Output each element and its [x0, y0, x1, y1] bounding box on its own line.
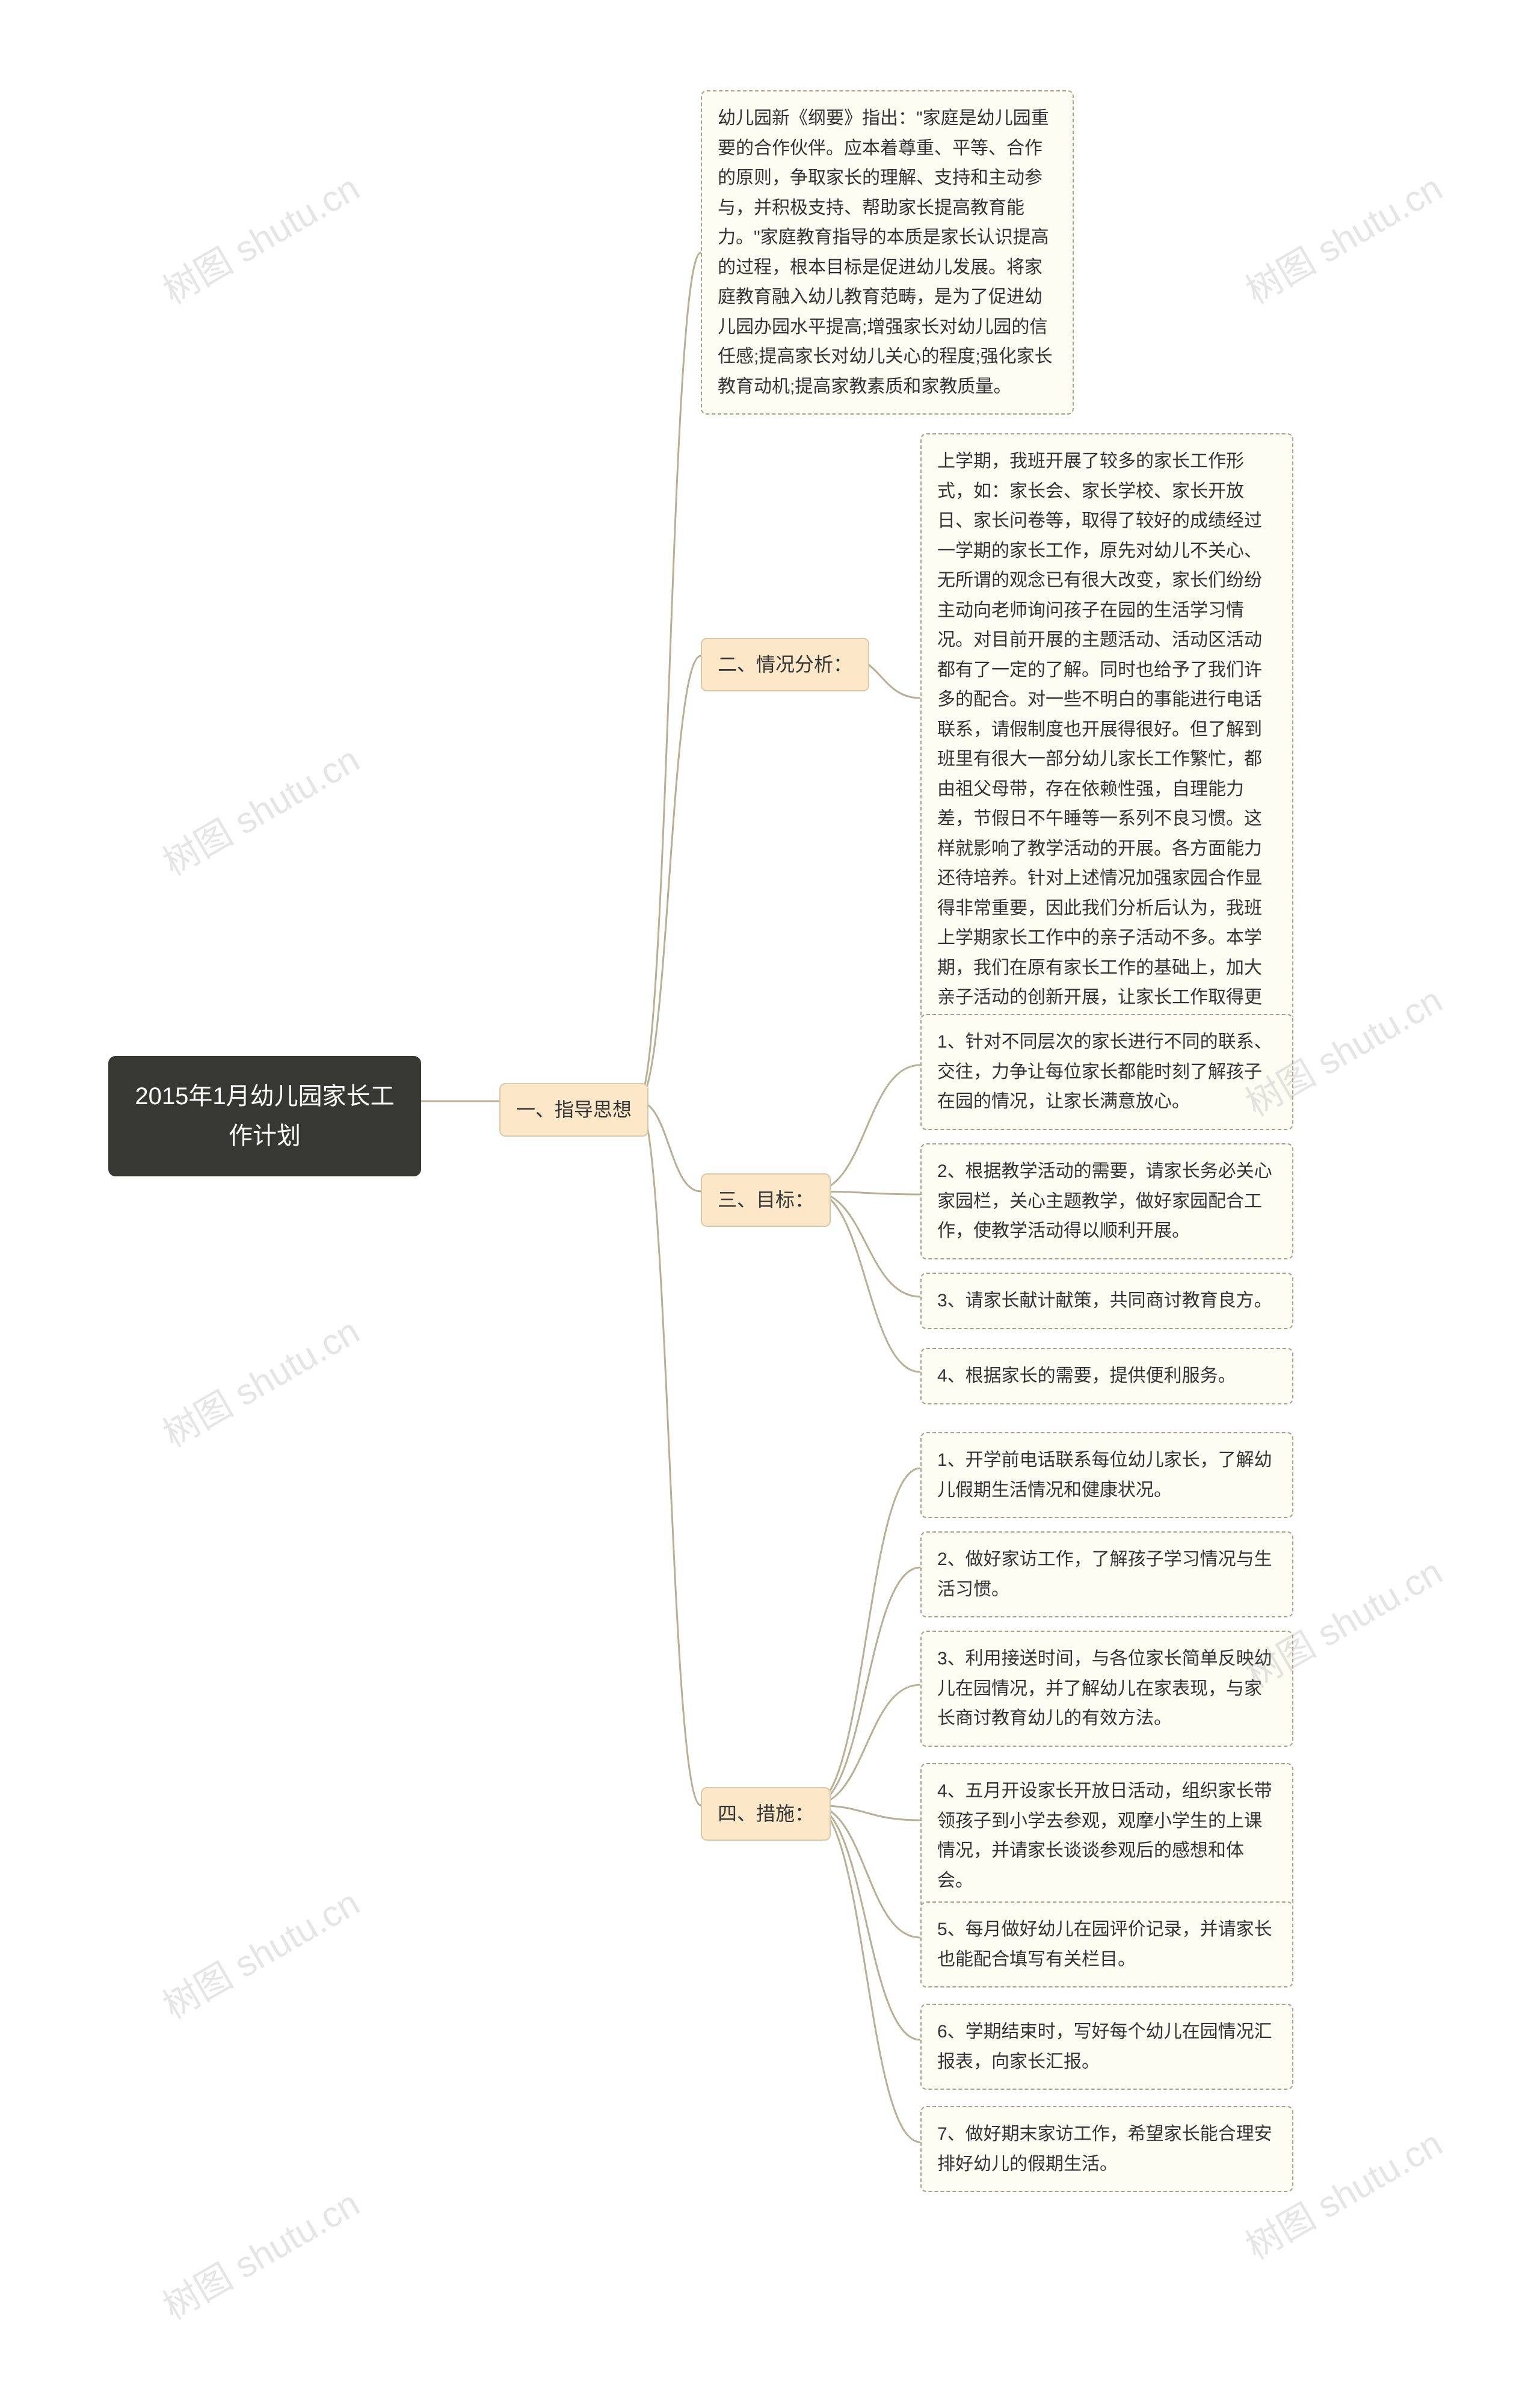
connector-path: [812, 1065, 920, 1191]
leaf-node-target-4: 4、根据家长的需要，提供便利服务。: [920, 1348, 1293, 1404]
leaf-label: 二、情况分析：: [718, 653, 852, 675]
leaf-node-target-3: 3、请家长献计献策，共同商讨教育良方。: [920, 1273, 1293, 1329]
leaf-node-measure-5: 5、每月做好幼儿在园评价记录，并请家长也能配合填写有关栏目。: [920, 1901, 1293, 1987]
watermark: 树图 shutu.cn: [152, 2175, 368, 2330]
leaf-node-measure-6: 6、学期结束时，写好每个幼儿在园情况汇报表，向家长汇报。: [920, 2004, 1293, 2090]
leaf-label: 2、做好家访工作，了解孩子学习情况与生活习惯。: [937, 1549, 1272, 1599]
leaf-label: 2、根据教学活动的需要，请家长务必关心家园栏，关心主题教学，做好家园配合工作，使…: [937, 1161, 1272, 1241]
leaf-label: 5、每月做好幼儿在园评价记录，并请家长也能配合填写有关栏目。: [937, 1919, 1272, 1969]
connector-path: [638, 1101, 701, 1805]
connector-path: [812, 1685, 920, 1805]
leaf-label: 幼儿园新《纲要》指出："家庭是幼儿园重要的合作伙伴。应本着尊重、平等、合作的原则…: [718, 108, 1053, 397]
leaf-node-target-label: 三、目标：: [701, 1173, 831, 1227]
connector-path: [638, 656, 701, 1101]
watermark: 树图 shutu.cn: [152, 159, 368, 314]
leaf-node-measure-3: 3、利用接送时间，与各位家长简单反映幼儿在园情况，并了解幼儿在家表现，与家长商讨…: [920, 1631, 1293, 1747]
watermark: 树图 shutu.cn: [152, 1874, 368, 2029]
leaf-node-analysis-label: 二、情况分析：: [701, 638, 869, 691]
leaf-label: 4、五月开设家长开放日活动，组织家长带领孩子到小学去参观，观摩小学生的上课情况，…: [937, 1781, 1272, 1891]
leaf-node-target-2: 2、根据教学活动的需要，请家长务必关心家园栏，关心主题教学，做好家园配合工作，使…: [920, 1143, 1293, 1259]
leaf-node-measure-2: 2、做好家访工作，了解孩子学习情况与生活习惯。: [920, 1531, 1293, 1617]
connector-path: [812, 1567, 920, 1805]
root-node: 2015年1月幼儿园家长工作计划: [108, 1056, 421, 1176]
connector-path: [812, 1468, 920, 1805]
leaf-label: 1、开学前电话联系每位幼儿家长，了解幼儿假期生活情况和健康状况。: [937, 1450, 1272, 1500]
leaf-node-measure-1: 1、开学前电话联系每位幼儿家长，了解幼儿假期生活情况和健康状况。: [920, 1432, 1293, 1518]
leaf-node-measure-label: 四、措施：: [701, 1787, 831, 1841]
leaf-label: 3、利用接送时间，与各位家长简单反映幼儿在园情况，并了解幼儿在家表现，与家长商讨…: [937, 1649, 1272, 1728]
leaf-node-measure-4: 4、五月开设家长开放日活动，组织家长带领孩子到小学去参观，观摩小学生的上课情况，…: [920, 1763, 1293, 1909]
leaf-node-measure-7: 7、做好期末家访工作，希望家长能合理安排好幼儿的假期生活。: [920, 2106, 1293, 2192]
leaf-label: 6、学期结束时，写好每个幼儿在园情况汇报表，向家长汇报。: [937, 2022, 1272, 2072]
connector-path: [812, 1805, 920, 2040]
leaf-node-intro: 幼儿园新《纲要》指出："家庭是幼儿园重要的合作伙伴。应本着尊重、平等、合作的原则…: [701, 90, 1074, 415]
leaf-label: 4、根据家长的需要，提供便利服务。: [937, 1366, 1236, 1386]
leaf-node-target-1: 1、针对不同层次的家长进行不同的联系、交往，力争让每位家长都能时刻了解孩子在园的…: [920, 1014, 1293, 1130]
connector-path: [638, 253, 701, 1101]
leaf-node-analysis-body: 上学期，我班开展了较多的家长工作形式，如：家长会、家长学校、家长开放日、家长问卷…: [920, 433, 1293, 1055]
watermark: 树图 shutu.cn: [152, 731, 368, 886]
leaf-label: 7、做好期末家访工作，希望家长能合理安排好幼儿的假期生活。: [937, 2124, 1272, 2174]
leaf-label: 上学期，我班开展了较多的家长工作形式，如：家长会、家长学校、家长开放日、家长问卷…: [937, 451, 1262, 1037]
leaf-label: 3、请家长献计献策，共同商讨教育良方。: [937, 1291, 1272, 1311]
level1-label: 一、指导思想: [516, 1099, 632, 1120]
watermark: 树图 shutu.cn: [152, 1303, 368, 1457]
leaf-label: 三、目标：: [718, 1189, 814, 1211]
watermark: 树图 shutu.cn: [1235, 159, 1450, 314]
level1-node: 一、指导思想: [499, 1083, 648, 1137]
leaf-label: 四、措施：: [718, 1803, 814, 1824]
root-title: 2015年1月幼儿园家长工作计划: [135, 1083, 394, 1149]
leaf-label: 1、针对不同层次的家长进行不同的联系、交往，力争让每位家长都能时刻了解孩子在园的…: [937, 1032, 1272, 1111]
connector-path: [812, 1805, 920, 2142]
